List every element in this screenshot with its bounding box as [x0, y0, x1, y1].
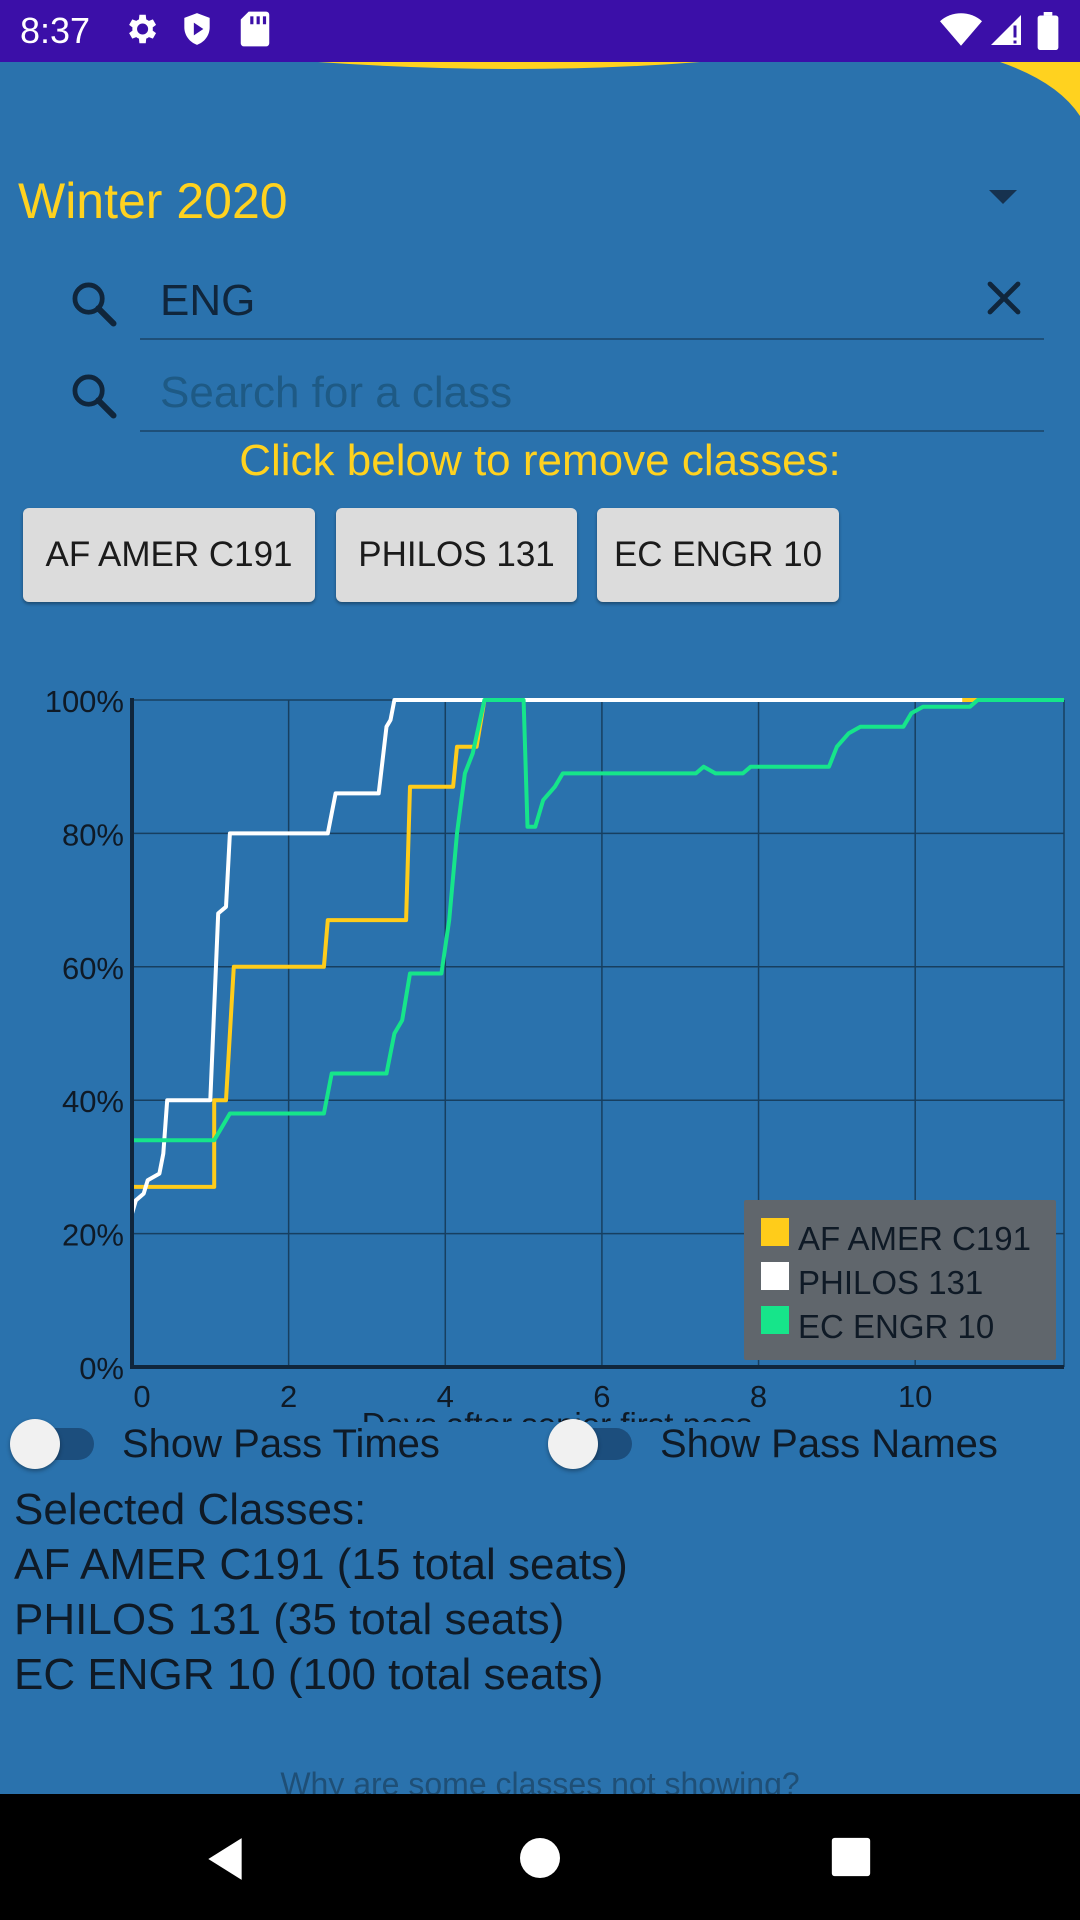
sd-card-icon: [240, 11, 270, 47]
close-icon[interactable]: [980, 274, 1028, 322]
recents-icon[interactable]: [828, 1834, 874, 1880]
y-tick-label: 80%: [62, 817, 124, 852]
legend-label: PHILOS 131: [798, 1264, 983, 1301]
search-icon: [72, 282, 117, 327]
battery-icon: [1037, 12, 1059, 50]
main-content: Winter 2020 ENG Search for a class Click…: [0, 62, 1080, 1794]
enrollment-chart: 0% 20% 40% 60% 80% 100% 0 2 4 6 8 10 AF AMER C191 PH…: [45, 684, 1065, 1422]
header-decoration: [318, 62, 1080, 116]
legend-label: AF AMER C191: [798, 1220, 1031, 1257]
help-link[interactable]: Why are some classes not showing?: [280, 1766, 800, 1794]
selected-classes: Selected Classes: AF AMER C191 (15 total…: [14, 1482, 628, 1702]
switch-thumb[interactable]: [548, 1419, 598, 1469]
dropdown-caret-icon[interactable]: [989, 190, 1017, 204]
selected-class-item: AF AMER C191 (15 total seats): [14, 1540, 628, 1589]
legend-label: EC ENGR 10: [798, 1308, 994, 1345]
y-tick-label: 20%: [62, 1218, 124, 1253]
switch-thumb[interactable]: [10, 1419, 60, 1469]
search-underline: [140, 338, 1044, 340]
wifi-icon: [940, 13, 982, 46]
y-tick-label: 100%: [45, 684, 124, 719]
x-tick-label: 8: [750, 1379, 767, 1414]
status-bar: 8:37: [0, 0, 1080, 62]
search-underline: [140, 430, 1044, 432]
y-tick-label: 60%: [62, 951, 124, 986]
selected-class-item: PHILOS 131 (35 total seats): [14, 1595, 565, 1644]
x-tick-label: 6: [593, 1379, 610, 1414]
toggle-pass-names[interactable]: Show Pass Names: [548, 1410, 1048, 1476]
remove-classes-label: Click below to remove classes:: [239, 436, 841, 485]
legend-swatch: [761, 1218, 789, 1246]
term-selector-label[interactable]: Winter 2020: [18, 173, 288, 229]
search-placeholder[interactable]: Search for a class: [160, 368, 513, 417]
class-search-filled[interactable]: ENG: [68, 262, 1048, 342]
toggle-pass-times-label: Show Pass Times: [122, 1422, 440, 1466]
search-icon: [72, 374, 117, 419]
x-tick-label: 2: [280, 1379, 297, 1414]
x-tick-label: 0: [133, 1379, 150, 1414]
home-icon[interactable]: [516, 1834, 564, 1882]
class-search-input[interactable]: Search for a class: [68, 354, 1048, 434]
x-tick-label: 10: [898, 1379, 932, 1414]
class-chip-philos[interactable]: PHILOS 131: [336, 508, 577, 602]
shield-play-icon: [184, 13, 210, 45]
series-line-1: [130, 698, 963, 1215]
class-chip-af-amer[interactable]: AF AMER C191: [23, 508, 315, 602]
legend-box: [744, 1200, 1056, 1360]
x-tick-label: 4: [437, 1379, 454, 1414]
toggle-pass-names-label: Show Pass Names: [660, 1422, 998, 1466]
y-tick-label: 40%: [62, 1084, 124, 1119]
series-line-2: [132, 698, 1064, 1143]
x-axis-title: Days after senior first pass: [362, 1406, 753, 1422]
status-time: 8:37: [20, 10, 91, 51]
legend-swatch: [761, 1262, 789, 1290]
y-tick-label: 0%: [79, 1351, 124, 1386]
selected-classes-title: Selected Classes:: [14, 1485, 367, 1534]
navigation-bar: [0, 1794, 1080, 1920]
class-chip-ec-engr[interactable]: EC ENGR 10: [597, 508, 839, 602]
cell-signal-icon: [991, 15, 1021, 45]
selected-class-item: EC ENGR 10 (100 total seats): [14, 1650, 604, 1699]
settings-icon: [129, 14, 157, 44]
legend-swatch: [761, 1306, 789, 1334]
toggle-pass-times[interactable]: Show Pass Times: [10, 1410, 490, 1476]
search-query-text[interactable]: ENG: [160, 276, 256, 325]
back-icon[interactable]: [200, 1834, 250, 1884]
